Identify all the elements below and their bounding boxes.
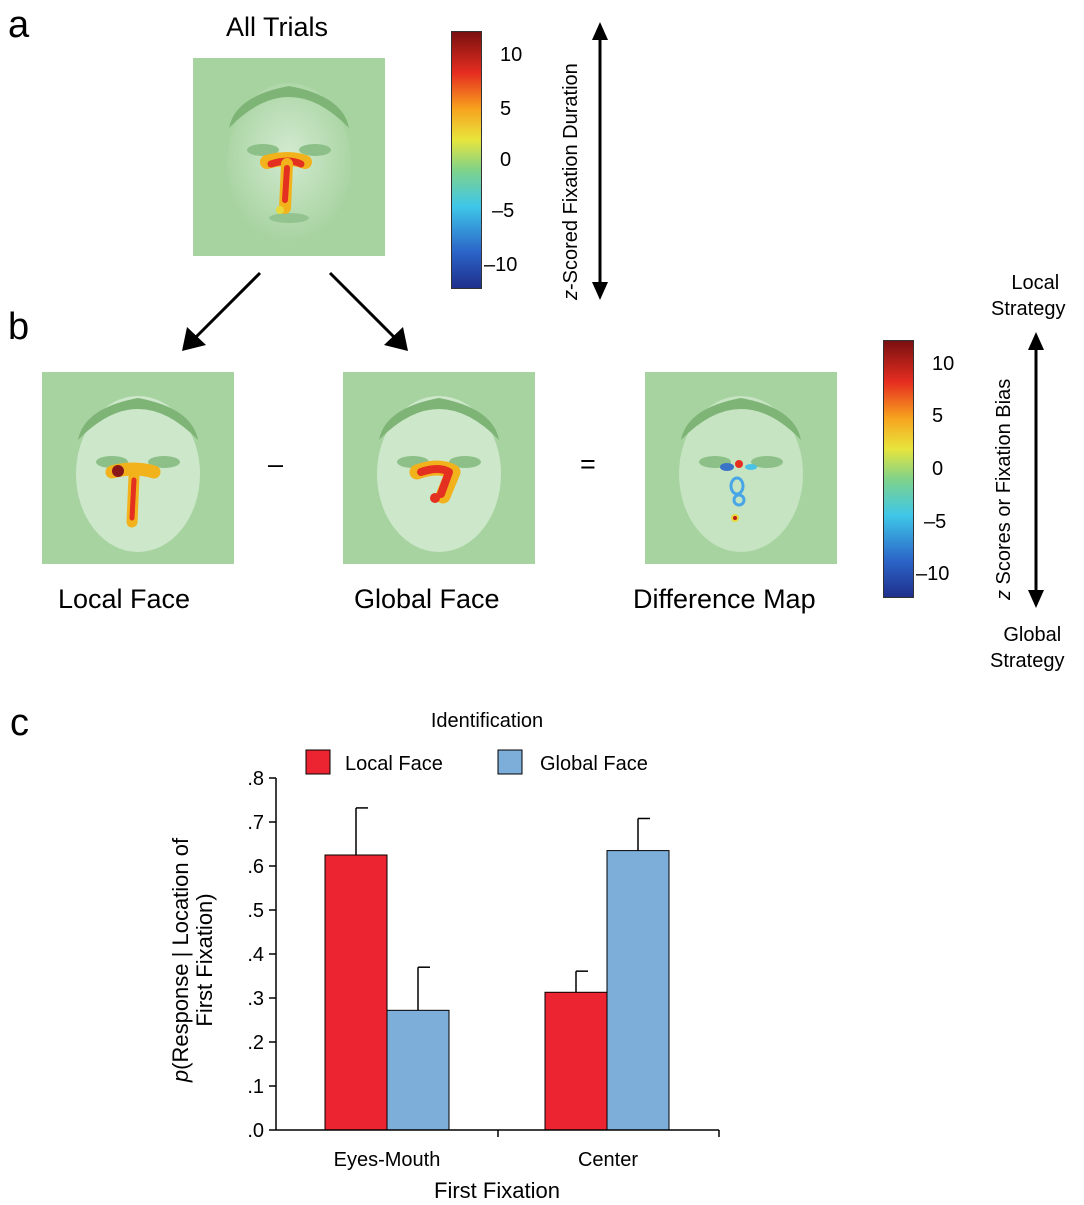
- global-strategy-line1: Global: [1003, 624, 1062, 646]
- legend-title: Identification: [431, 710, 543, 732]
- y-tick-label: .6: [247, 856, 264, 878]
- all-trials-title: All Trials: [226, 12, 329, 42]
- bar-global-1: [606, 850, 670, 1131]
- difference-map-label: Difference Map: [633, 584, 816, 614]
- y-axis-title-italic: p: [168, 1070, 193, 1083]
- all-trials-heatmap: [193, 58, 385, 256]
- local-strategy-line2: Strategy: [991, 298, 1066, 320]
- y-axis-title-line2: First Fixation): [192, 893, 217, 1026]
- bar-chart: Identification Local Face Global Face .0…: [168, 710, 720, 1203]
- axis-label-text: -Scored Fixation Duration: [560, 63, 582, 290]
- axis-label-text: Scores or Fixation Bias: [993, 378, 1015, 590]
- colorbar-a: [451, 31, 482, 289]
- panel-letter-c: c: [10, 702, 29, 744]
- global-strategy-line2: Strategy: [990, 650, 1065, 672]
- colorbar-b-tick: 0: [932, 458, 944, 480]
- panel-letter-a: a: [8, 4, 30, 46]
- local-strategy-line1: Local: [1011, 272, 1060, 294]
- colorbar-a-tick: –10: [484, 254, 518, 276]
- bar-local-0: [324, 854, 388, 1131]
- colorbar-b-tick: 10: [932, 353, 955, 375]
- y-axis-title: p(Response | Location of First Fixation): [168, 837, 217, 1083]
- difference-map-heatmap: [645, 372, 837, 564]
- y-tick-label: .7: [247, 812, 264, 834]
- local-face-heatmap: [42, 372, 234, 564]
- legend-swatch-global: [497, 749, 523, 775]
- colorbar-a-tick: 0: [500, 149, 512, 171]
- equals-sign: =: [580, 449, 596, 479]
- colorbar-b: [883, 340, 914, 598]
- svg-text:p(Response | Location of: p(Response | Location of: [168, 837, 193, 1083]
- global-face-label: Global Face: [354, 584, 500, 614]
- bar-local-1: [544, 991, 608, 1131]
- colorbar-b-tick: 5: [932, 405, 944, 427]
- y-tick-label: .2: [247, 1032, 264, 1054]
- axis-double-arrow-a: [592, 22, 608, 300]
- colorbar-b-axis-label: z Scores or Fixation Bias: [993, 379, 1016, 600]
- y-tick-label: .0: [247, 1120, 264, 1142]
- z-italic: z: [993, 590, 1015, 600]
- bar-global-0: [386, 1009, 450, 1131]
- legend-label-global: Global Face: [540, 753, 648, 775]
- global-strategy-label: Global Strategy: [990, 622, 1064, 674]
- local-face-label: Local Face: [58, 584, 191, 614]
- x-category-label: Center: [578, 1149, 638, 1171]
- z-italic: z: [560, 290, 582, 300]
- x-axis-title: First Fixation: [434, 1178, 560, 1203]
- legend-label-local: Local Face: [345, 753, 443, 775]
- y-axis-title-line1: (Response | Location of: [168, 837, 193, 1070]
- legend-swatch-local: [305, 749, 331, 775]
- panel-letter-b: b: [8, 306, 30, 348]
- global-face-heatmap: [343, 372, 535, 564]
- y-tick-label: .5: [247, 900, 264, 922]
- x-category-label: Eyes-Mouth: [334, 1149, 441, 1171]
- colorbar-a-tick: 5: [500, 98, 512, 120]
- y-tick-label: .1: [247, 1076, 264, 1098]
- minus-sign: –: [268, 449, 284, 479]
- colorbar-a-tick: 10: [500, 44, 523, 66]
- colorbar-a-tick: –5: [492, 200, 515, 222]
- y-tick-label: .8: [247, 768, 264, 790]
- colorbar-b-tick: –5: [924, 511, 947, 533]
- y-tick-label: .4: [247, 944, 264, 966]
- y-tick-label: .3: [247, 988, 264, 1010]
- axis-double-arrow-b: [1028, 332, 1044, 608]
- local-strategy-label: Local Strategy: [991, 270, 1065, 322]
- colorbar-b-tick: –10: [916, 563, 950, 585]
- split-arrows: [182, 271, 408, 351]
